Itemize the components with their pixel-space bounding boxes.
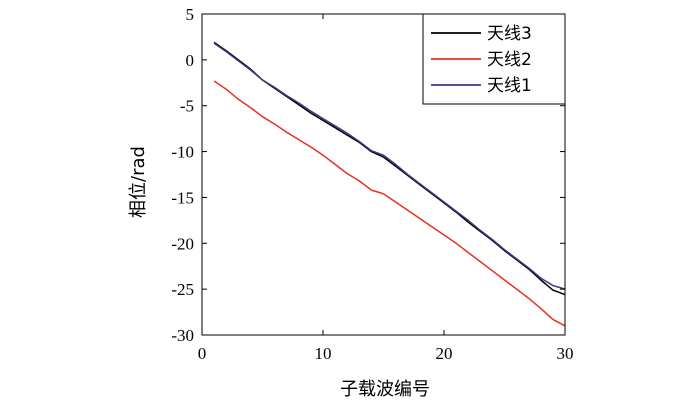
series-line-3	[213, 42, 566, 290]
axes-frame	[201, 13, 566, 336]
y-tick-label: -25	[171, 280, 194, 299]
y-tick-label: 0	[186, 51, 195, 70]
legend-label: 天线2	[487, 50, 532, 70]
y-tick-label: -5	[180, 97, 194, 116]
x-tick-label: 20	[436, 344, 453, 363]
y-tick-label: -15	[171, 188, 194, 207]
legend: 天线3 天线2 天线1	[422, 13, 566, 105]
y-tick-label: 5	[186, 5, 195, 24]
x-tick-label: 0	[198, 344, 207, 363]
x-axis-label: 子载波编号	[340, 379, 430, 400]
series-line-2	[213, 80, 566, 327]
y-tick-label: -20	[171, 234, 194, 253]
y-tick-label: -30	[171, 326, 194, 345]
legend-label: 天线1	[487, 76, 532, 96]
x-tick-label: 30	[557, 344, 574, 363]
y-tick-label: -10	[171, 143, 194, 162]
plot-area	[213, 41, 566, 327]
y-axis-label: 相位/rad	[128, 146, 149, 218]
legend-label: 天线3	[487, 24, 532, 44]
x-tick-label: 10	[315, 344, 332, 363]
